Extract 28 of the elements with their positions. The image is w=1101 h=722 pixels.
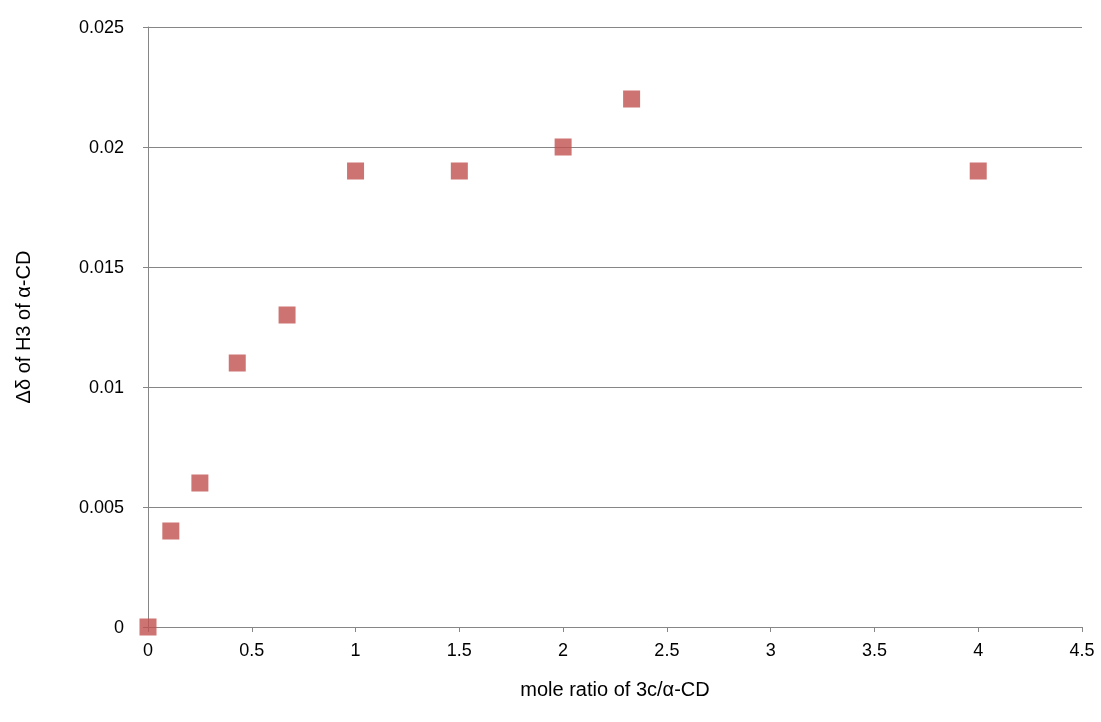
x-tick-label: 1 <box>350 640 361 660</box>
x-tick-label: 3.5 <box>861 640 887 660</box>
point <box>278 306 296 324</box>
x-tick-label: 1.5 <box>446 640 472 660</box>
y-tick-label: 0.025 <box>78 17 124 37</box>
x-axis-title: mole ratio of 3c/α-CD <box>520 678 710 700</box>
point <box>450 162 468 180</box>
y-axis-title: Δδ of H3 of α-CD <box>12 250 34 404</box>
point <box>162 522 180 540</box>
x-tick-label: 2 <box>558 640 569 660</box>
x-tick-label: 3 <box>765 640 776 660</box>
x-tick-label: 0.5 <box>239 640 265 660</box>
x-tick-label: 0 <box>142 640 154 660</box>
point <box>554 138 572 156</box>
x-tick-label: 4 <box>973 640 984 660</box>
point <box>191 474 209 492</box>
point <box>228 354 246 372</box>
y-tick-label: 0.015 <box>78 257 124 277</box>
x-tick-label: 2.5 <box>654 640 680 660</box>
point <box>623 90 641 108</box>
y-tick-label: 0.01 <box>88 377 124 397</box>
y-tick-label: 0 <box>113 617 124 637</box>
point <box>347 162 365 180</box>
y-tick-label: 0.005 <box>78 497 124 517</box>
x-tick-label: 4.5 <box>1069 640 1095 660</box>
point <box>139 618 157 636</box>
point <box>969 162 987 180</box>
y-tick-label: 0.02 <box>88 137 124 157</box>
